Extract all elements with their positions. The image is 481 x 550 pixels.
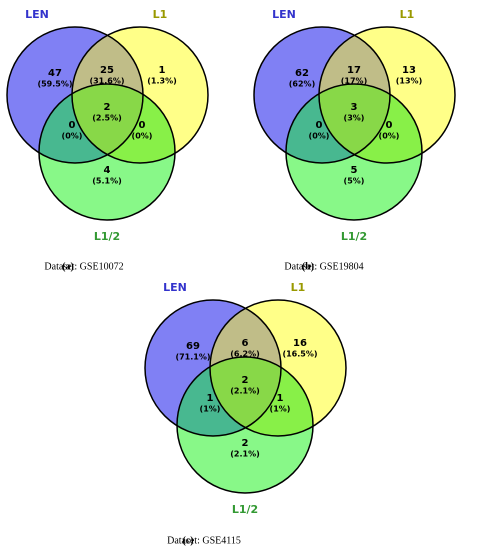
region-percent: (5.1%) <box>92 177 122 186</box>
caption-text: Dataset: GSE10072 <box>44 261 123 272</box>
region-percent: (16.5%) <box>282 350 317 359</box>
region-count: 2 <box>104 102 111 113</box>
set-label: L1 <box>153 8 168 21</box>
set-label: L1 <box>400 8 415 21</box>
region-percent: (6.2%) <box>230 350 260 359</box>
set-outline <box>71 26 209 164</box>
region-percent: (2.1%) <box>230 450 260 459</box>
region-percent: (5%) <box>344 177 365 186</box>
region-count: 0 <box>139 120 146 131</box>
set-label: L1/2 <box>341 230 367 243</box>
venn-diagram: LEN L1L1/262(62%)17(17%)13(13%)3(3%)0(0%)… <box>253 8 456 272</box>
region-percent: (0%) <box>379 132 400 141</box>
region-count: 0 <box>386 120 393 131</box>
caption-text: Dataset: GSE4115 <box>167 535 241 546</box>
region-count: 2 <box>242 438 249 449</box>
region-count: 62 <box>295 68 309 79</box>
region-count: 6 <box>242 338 249 349</box>
region-percent: (17%) <box>341 77 367 86</box>
region-count: 5 <box>351 165 358 176</box>
region-count: 0 <box>316 120 323 131</box>
region-count: 0 <box>69 120 76 131</box>
region-count: 1 <box>159 65 166 76</box>
region-percent: (1%) <box>200 405 221 414</box>
region-count: 1 <box>277 393 284 404</box>
set-label: LEN <box>163 281 187 294</box>
venn-diagram: LEN L1 L1/2 47(59.5%) 25(31.6%) 1(1.3%) 2(2.5%… <box>6 8 209 272</box>
region-percent: (2.5%) <box>92 114 122 123</box>
set-label: LEN <box>25 8 49 21</box>
set-label: L1/2 <box>94 230 120 243</box>
region-count: 13 <box>402 65 416 76</box>
set-outline <box>209 299 347 437</box>
region-count: 3 <box>351 102 358 113</box>
region-count: 17 <box>347 65 361 76</box>
region-percent: (0%) <box>62 132 83 141</box>
caption-text: Dataset: GSE19804 <box>284 261 363 272</box>
region-count: 2 <box>242 375 249 386</box>
region-percent: (31.6%) <box>89 77 124 86</box>
set-outline <box>285 83 423 221</box>
region-percent: (59.5%) <box>37 80 72 89</box>
region-percent: (13%) <box>396 77 422 86</box>
set-outline <box>38 83 176 221</box>
region-count: 25 <box>100 65 114 76</box>
region-count: 47 <box>48 68 62 79</box>
region-percent: (2.1%) <box>230 387 260 396</box>
region-percent: (1%) <box>270 405 291 414</box>
region-percent: (62%) <box>289 80 315 89</box>
set-label: L1 <box>291 281 306 294</box>
set-outline <box>176 356 314 494</box>
region-percent: (3%) <box>344 114 365 123</box>
caption-tag: (b) <box>302 261 314 272</box>
region-percent: (1.3%) <box>147 77 177 86</box>
region-percent: (0%) <box>132 132 153 141</box>
venn-diagram: LEN L1L1/269(71.1%)6(6.2%)16(16.5%)2(2.1%… <box>144 281 347 546</box>
set-label: LEN <box>272 8 296 21</box>
caption-tag: (c) <box>182 535 193 546</box>
caption-tag: (a) <box>62 261 74 272</box>
region-count: 69 <box>186 341 200 352</box>
region-count: 1 <box>207 393 214 404</box>
set-label: L1/2 <box>232 503 258 516</box>
region-percent: (0%) <box>309 132 330 141</box>
set-outline <box>318 26 456 164</box>
region-count: 16 <box>293 338 307 349</box>
region-count: 4 <box>104 165 111 176</box>
region-percent: (71.1%) <box>175 353 210 362</box>
